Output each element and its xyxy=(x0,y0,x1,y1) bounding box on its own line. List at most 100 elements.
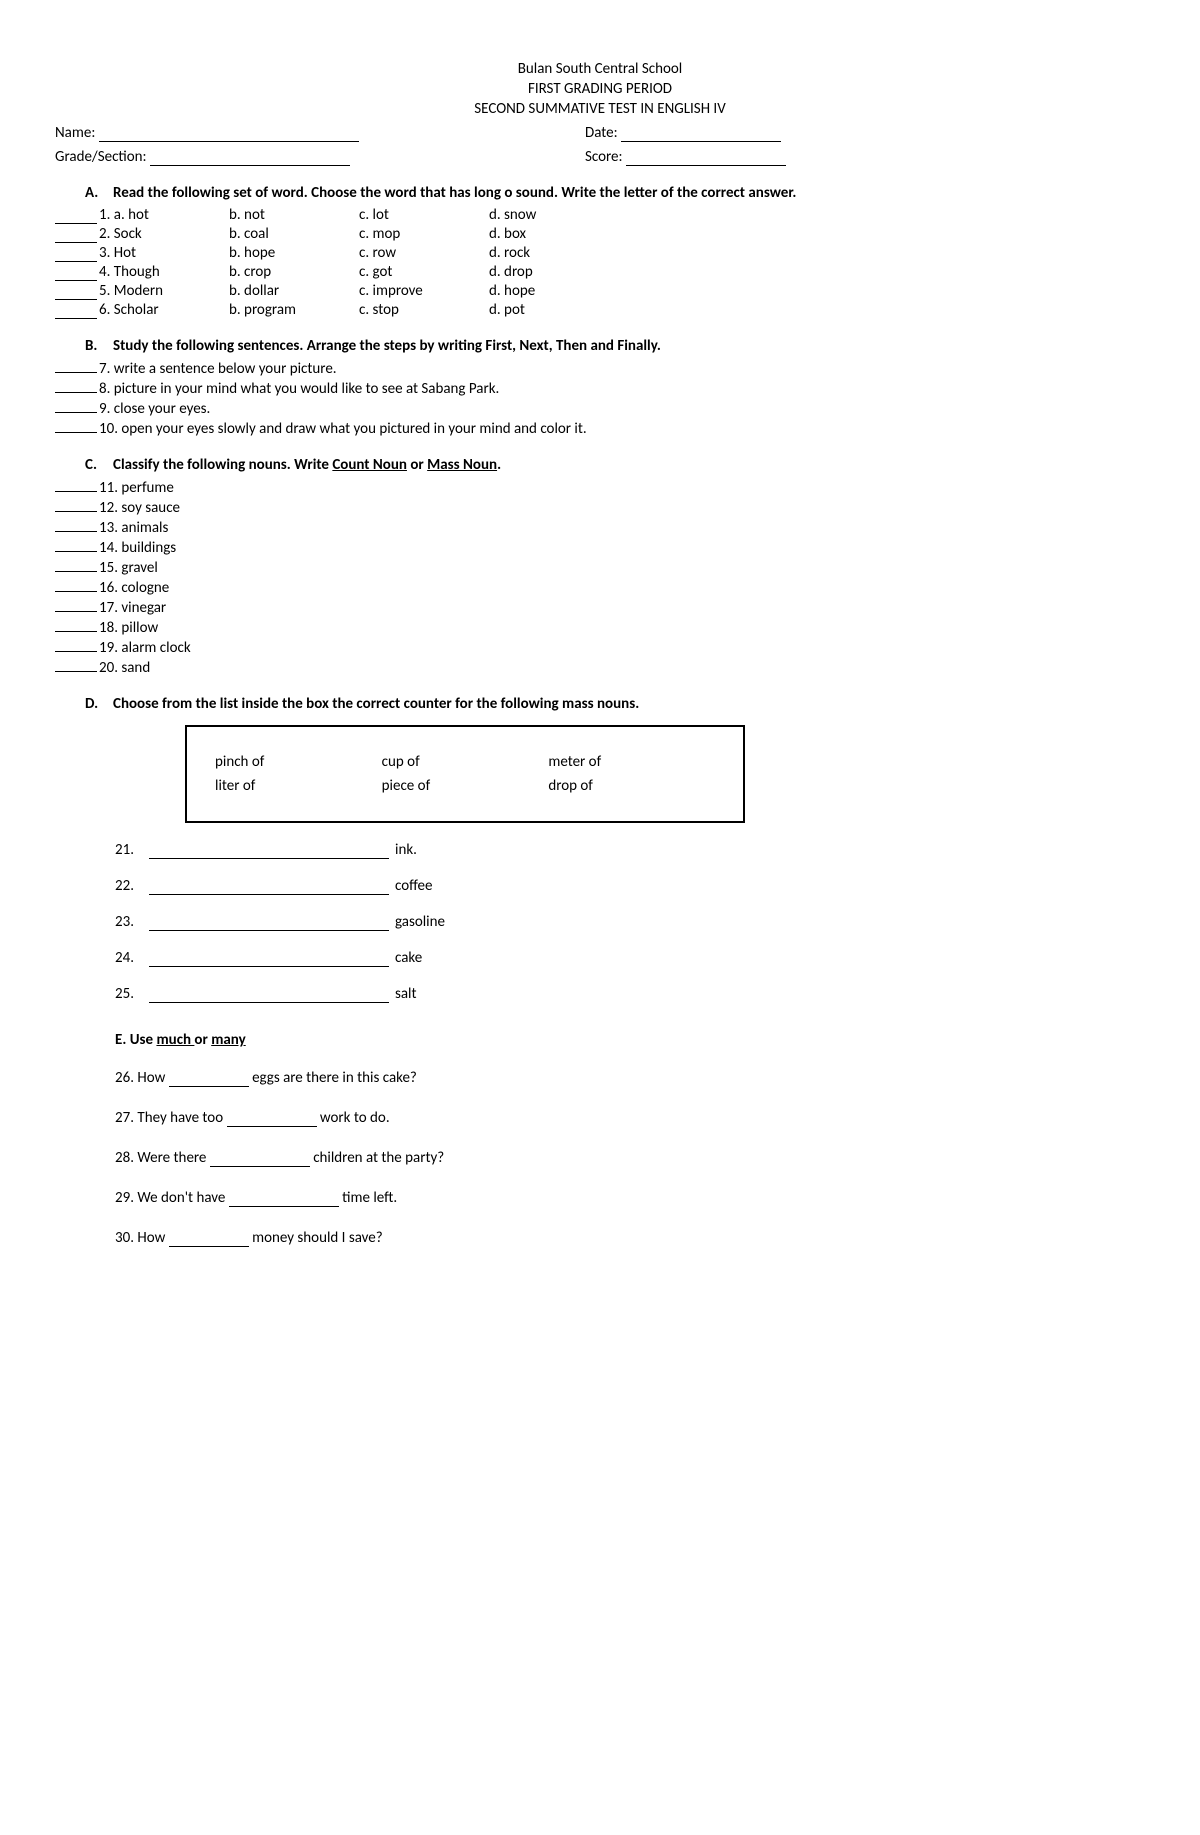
answer-blank[interactable] xyxy=(149,989,389,1003)
section-a-letter: A. xyxy=(85,184,113,202)
item-pre: How xyxy=(137,1229,168,1247)
answer-blank[interactable] xyxy=(55,658,97,672)
answer-blank[interactable] xyxy=(55,538,97,552)
question-row: 3. Hotb. hopec. rowd. rock xyxy=(55,244,1145,262)
box-cell: cup of xyxy=(382,753,549,771)
item-post: work to do. xyxy=(317,1109,390,1127)
or-label: or xyxy=(407,456,427,474)
answer-blank[interactable] xyxy=(55,638,97,652)
item-number: 29. xyxy=(115,1189,137,1207)
school-name: Bulan South Central School xyxy=(55,60,1145,78)
counter-item: 21.ink. xyxy=(115,841,1145,859)
answer-blank[interactable] xyxy=(55,498,97,512)
item-pre: They have too xyxy=(137,1109,226,1127)
question-row: 4. Thoughb. cropc. gotd. drop xyxy=(55,263,1145,281)
section-e-body: 26. How eggs are there in this cake?27. … xyxy=(55,1069,1145,1247)
option-b: b. hope xyxy=(229,244,359,262)
item-text: 10. open your eyes slowly and draw what … xyxy=(99,420,587,438)
step-item: 7. write a sentence below your picture. xyxy=(55,359,1145,378)
section-e-pre: E. Use xyxy=(115,1031,156,1049)
section-c-head: C.Classify the following nouns. Write Co… xyxy=(55,456,1145,474)
answer-blank[interactable] xyxy=(55,598,97,612)
score-label: Score: xyxy=(585,148,623,166)
fill-item: 29. We don't have time left. xyxy=(115,1189,1145,1207)
name-label: Name: xyxy=(55,124,95,142)
name-field[interactable] xyxy=(99,126,359,142)
noun-item: 20. sand xyxy=(55,658,1145,677)
question-row: 5. Modernb. dollarc. improved. hope xyxy=(55,282,1145,300)
answer-blank[interactable] xyxy=(55,578,97,592)
section-c-body: 11. perfume12. soy sauce13. animals14. b… xyxy=(55,478,1145,677)
answer-blank[interactable] xyxy=(55,305,97,319)
answer-blank[interactable] xyxy=(210,1153,310,1167)
grade-field[interactable] xyxy=(150,150,350,166)
answer-blank[interactable] xyxy=(169,1073,249,1087)
answer-blank[interactable] xyxy=(55,558,97,572)
item-text: cake xyxy=(395,949,422,967)
option-c: c. improve xyxy=(359,282,489,300)
section-a-body: 1. a. hotb. notc. lotd. snow2. Sockb. co… xyxy=(55,206,1145,319)
counter-item: 22.coffee xyxy=(115,877,1145,895)
date-field[interactable] xyxy=(621,126,781,142)
box-cell: piece of xyxy=(382,777,549,795)
answer-blank[interactable] xyxy=(55,478,97,492)
option-a: 4. Though xyxy=(99,263,229,281)
item-post: money should I save? xyxy=(249,1229,383,1247)
answer-blank[interactable] xyxy=(55,210,97,224)
answer-blank[interactable] xyxy=(149,881,389,895)
option-d: d. drop xyxy=(489,263,619,281)
option-b: b. not xyxy=(229,206,359,224)
box-cell: pinch of xyxy=(215,753,382,771)
answer-blank[interactable] xyxy=(55,379,97,393)
counter-item: 23.gasoline xyxy=(115,913,1145,931)
item-text: 14. buildings xyxy=(99,539,176,557)
question-row: 2. Sockb. coalc. mopd. box xyxy=(55,225,1145,243)
grading-period: FIRST GRADING PERIOD xyxy=(55,80,1145,98)
section-a-head: A.Read the following set of word. Choose… xyxy=(55,184,1145,202)
noun-item: 19. alarm clock xyxy=(55,638,1145,657)
option-a: 1. a. hot xyxy=(99,206,229,224)
section-d-instruction: Choose from the list inside the box the … xyxy=(113,695,639,713)
grade-label: Grade/Section: xyxy=(55,148,147,166)
item-number: 30. xyxy=(115,1229,137,1247)
answer-blank[interactable] xyxy=(55,419,97,433)
section-d-letter: D. xyxy=(85,695,113,713)
item-pre: How xyxy=(137,1069,168,1087)
answer-blank[interactable] xyxy=(55,267,97,281)
item-text: 13. animals xyxy=(99,519,168,537)
noun-item: 15. gravel xyxy=(55,558,1145,577)
section-d-body: 21.ink.22.coffee23.gasoline24.cake25.sal… xyxy=(55,841,1145,1003)
answer-blank[interactable] xyxy=(55,399,97,413)
answer-blank[interactable] xyxy=(149,917,389,931)
answer-blank[interactable] xyxy=(229,1193,339,1207)
option-b: b. coal xyxy=(229,225,359,243)
item-text: 8. picture in your mind what you would l… xyxy=(99,380,499,398)
answer-blank[interactable] xyxy=(169,1233,249,1247)
item-post: time left. xyxy=(339,1189,397,1207)
option-d: d. rock xyxy=(489,244,619,262)
option-c: c. row xyxy=(359,244,489,262)
box-cell: liter of xyxy=(215,777,382,795)
answer-blank[interactable] xyxy=(55,518,97,532)
item-text: 17. vinegar xyxy=(99,599,166,617)
option-c: c. mop xyxy=(359,225,489,243)
answer-blank[interactable] xyxy=(55,618,97,632)
noun-item: 13. animals xyxy=(55,518,1145,537)
answer-blank[interactable] xyxy=(55,248,97,262)
box-cell: meter of xyxy=(548,753,715,771)
section-b-instruction: Study the following sentences. Arrange t… xyxy=(113,337,661,355)
answer-blank[interactable] xyxy=(149,845,389,859)
option-a: 5. Modern xyxy=(99,282,229,300)
item-number: 25. xyxy=(115,985,143,1003)
answer-blank[interactable] xyxy=(149,953,389,967)
section-c-letter: C. xyxy=(85,456,113,474)
answer-blank[interactable] xyxy=(55,229,97,243)
section-b-letter: B. xyxy=(85,337,113,355)
score-field[interactable] xyxy=(626,150,786,166)
item-text: 16. cologne xyxy=(99,579,169,597)
fill-item: 27. They have too work to do. xyxy=(115,1109,1145,1127)
answer-blank[interactable] xyxy=(55,286,97,300)
answer-blank[interactable] xyxy=(227,1113,317,1127)
answer-blank[interactable] xyxy=(55,359,97,373)
item-number: 26. xyxy=(115,1069,137,1087)
